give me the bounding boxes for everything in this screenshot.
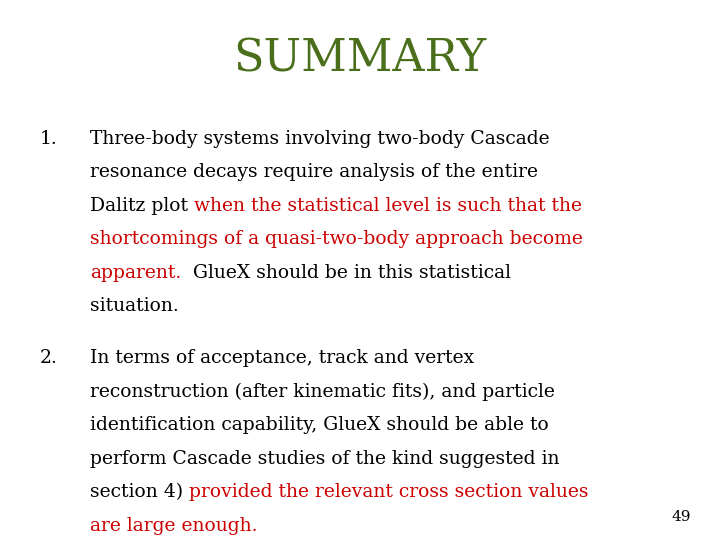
Text: Three-body systems involving two-body Cascade: Three-body systems involving two-body Ca… [90,130,549,147]
Text: 2.: 2. [40,349,58,367]
Text: apparent.: apparent. [90,264,181,281]
Text: shortcomings of a quasi-two-body approach become: shortcomings of a quasi-two-body approac… [90,230,583,248]
Text: 1.: 1. [40,130,58,147]
Text: identification capability, GlueX should be able to: identification capability, GlueX should … [90,416,549,434]
Text: are large enough.: are large enough. [90,517,258,535]
Text: section 4): section 4) [90,483,189,501]
Text: provided the relevant cross section values: provided the relevant cross section valu… [189,483,589,501]
Text: perform Cascade studies of the kind suggested in: perform Cascade studies of the kind sugg… [90,450,559,468]
Text: resonance decays require analysis of the entire: resonance decays require analysis of the… [90,163,538,181]
Text: when the statistical level is such that the: when the statistical level is such that … [194,197,582,214]
Text: 49: 49 [672,510,691,524]
Text: situation.: situation. [90,297,179,315]
Text: In terms of acceptance, track and vertex: In terms of acceptance, track and vertex [90,349,474,367]
Text: Dalitz plot: Dalitz plot [90,197,194,214]
Text: reconstruction (after kinematic fits), and particle: reconstruction (after kinematic fits), a… [90,383,555,401]
Text: GlueX should be in this statistical: GlueX should be in this statistical [181,264,511,281]
Text: SUMMARY: SUMMARY [233,38,487,81]
